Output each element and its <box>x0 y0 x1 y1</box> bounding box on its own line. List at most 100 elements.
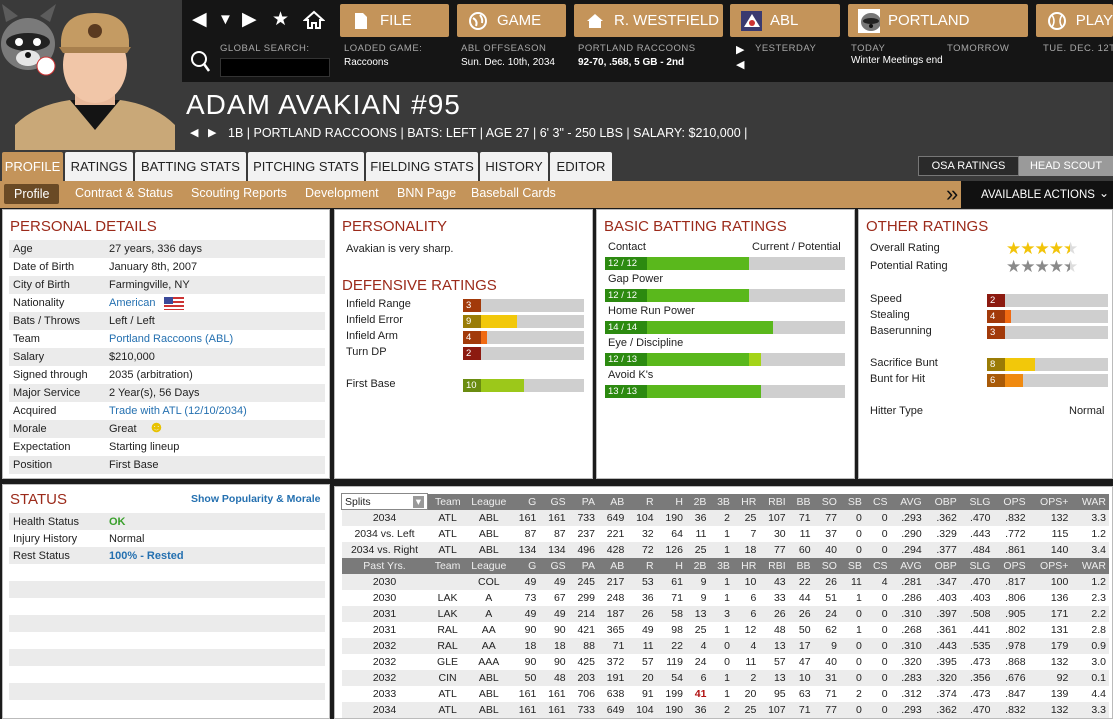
search-icon[interactable] <box>189 49 211 76</box>
stats-column-header[interactable]: AVG <box>890 493 925 510</box>
personal-row-value[interactable]: American <box>109 297 156 309</box>
stats-column-header[interactable]: 3B <box>709 493 733 510</box>
next-player-icon[interactable]: ▶ <box>208 127 217 139</box>
stats-column-header[interactable]: PA <box>568 557 598 574</box>
stats-column-header[interactable]: OBP <box>924 557 960 574</box>
stats-column-header[interactable]: RBI <box>759 557 789 574</box>
stats-column-header[interactable]: BB <box>788 557 814 574</box>
stats-column-header[interactable]: BB <box>788 493 814 510</box>
stats-column-header[interactable]: SB <box>839 493 865 510</box>
stats-row: 2032 GLE AAA 90 90 425 372 57 119 24 0 11 57 47 40 0 0 .3… <box>342 654 1110 670</box>
play-button[interactable]: PLAY <box>1036 4 1113 37</box>
tab-fielding-stats[interactable]: FIELDING STATS <box>366 152 478 181</box>
tab-batting-stats[interactable]: BATTING STATS <box>135 152 246 181</box>
tab-profile[interactable]: PROFILE <box>2 152 63 181</box>
defensive-rating-bar-value: 2 <box>463 347 481 360</box>
tomorrow-label[interactable]: TOMORROW <box>947 43 1010 54</box>
defensive-rating-label: Infield Range <box>346 298 411 310</box>
stats-column-header[interactable]: HR <box>732 557 760 574</box>
global-search-input[interactable] <box>220 58 330 77</box>
subtab-development[interactable]: Development <box>305 186 379 200</box>
stats-column-header[interactable]: WAR <box>1071 557 1109 574</box>
stats-column-header[interactable]: AVG <box>890 557 925 574</box>
prev-player-icon[interactable]: ◀ <box>190 127 199 139</box>
stats-column-header[interactable]: League <box>467 493 510 510</box>
stats-column-header[interactable]: RBI <box>759 493 789 510</box>
stats-row: 2030 COL 49 49 245 217 53 61 9 1 10 43 22 26 11 4.281.3… <box>341 573 1109 590</box>
stats-column-header[interactable]: 3B <box>709 557 733 574</box>
back-arrow-icon[interactable]: ◀ <box>192 9 207 30</box>
stats-column-header[interactable]: R <box>627 557 657 574</box>
defensive-rating-bar-value: 3 <box>463 299 481 312</box>
personal-row-value[interactable]: Portland Raccoons (ABL) <box>109 333 234 345</box>
stats-column-header[interactable]: GS <box>539 557 569 574</box>
stats-column-header[interactable]: OPS <box>993 493 1029 510</box>
stats-column-header[interactable]: H <box>656 493 686 510</box>
splits-select[interactable]: Splits ▾ <box>341 493 428 510</box>
show-popularity-morale-link[interactable]: Show Popularity & Morale <box>191 493 321 505</box>
next-day-arrow-icon[interactable]: ▶ <box>736 44 745 56</box>
stats-column-header[interactable]: GS <box>539 493 569 510</box>
stats-column-header[interactable]: CS <box>864 493 891 510</box>
stats-column-header[interactable]: SB <box>839 557 865 574</box>
stats-column-header[interactable]: OPS <box>993 557 1029 574</box>
status-title: STATUS <box>10 491 67 508</box>
stats-cell: 26 <box>788 605 814 622</box>
prev-day-arrow-icon[interactable]: ◀ <box>736 59 745 71</box>
home-icon[interactable] <box>302 9 326 37</box>
rating-star-icon: ★ <box>1048 257 1064 276</box>
stats-column-header[interactable]: HR <box>732 493 760 510</box>
stats-column-header[interactable]: H <box>656 557 686 574</box>
stats-column-header[interactable]: G <box>509 493 540 510</box>
stats-column-header[interactable]: SO <box>813 493 840 510</box>
personal-row-value[interactable]: Trade with ATL (12/10/2034) <box>109 405 247 417</box>
forward-arrow-icon[interactable]: ▶ <box>242 9 257 30</box>
stats-column-header[interactable]: Team <box>427 493 468 510</box>
stats-column-header[interactable]: R <box>627 493 657 510</box>
stats-column-header[interactable]: CS <box>864 557 891 574</box>
subtab-scouting-reports[interactable]: Scouting Reports <box>191 186 287 200</box>
game-menu-button[interactable]: GAME <box>457 4 566 37</box>
league-menu-button[interactable]: ABL <box>730 4 840 37</box>
stats-column-header[interactable]: Team <box>427 557 468 574</box>
stats-column-header[interactable]: AB <box>597 557 628 574</box>
stats-cell: 136 <box>1050 591 1069 604</box>
bunt-rating-bar: 6 <box>987 374 1108 387</box>
yesterday-label[interactable]: YESTERDAY <box>755 43 817 54</box>
available-actions-button[interactable]: AVAILABLE ACTIONS ⌄ <box>961 181 1113 208</box>
subtab-baseball-cards[interactable]: Baseball Cards <box>471 186 556 200</box>
stats-column-header[interactable]: G <box>509 557 540 574</box>
tab-pitching-stats[interactable]: PITCHING STATS <box>248 152 364 181</box>
stats-column-header[interactable]: SLG <box>959 557 994 574</box>
stats-table: Splits ▾ Team League G GS PA AB R H 2B 3B HR RBI BB SO S… <box>341 493 1109 718</box>
manager-menu-button[interactable]: R. WESTFIELD <box>574 4 723 37</box>
stats-cell: 733 <box>568 701 598 718</box>
stats-column-header[interactable]: SLG <box>959 493 994 510</box>
stats-column-header[interactable]: League <box>467 557 510 574</box>
stats-column-header[interactable]: WAR <box>1071 493 1109 510</box>
next-date-label[interactable]: TUE. DEC. 12T <box>1043 43 1113 54</box>
osa-ratings-toggle[interactable]: OSA RATINGS <box>918 156 1019 176</box>
stats-column-header[interactable]: 2B <box>685 557 710 574</box>
subtab-profile[interactable]: Profile <box>4 184 60 204</box>
subtab-contract-status[interactable]: Contract & Status <box>75 186 173 200</box>
file-menu-button[interactable]: FILE <box>340 4 449 37</box>
stats-column-header[interactable]: OPS+ <box>1028 493 1072 510</box>
tab-ratings[interactable]: RATINGS <box>65 152 133 181</box>
head-scout-toggle[interactable]: HEAD SCOUT <box>1019 156 1113 176</box>
team-menu-button[interactable]: PORTLAND <box>848 4 1028 37</box>
subtab-bnn-page[interactable]: BNN Page <box>397 186 457 200</box>
stats-cell: 421 <box>577 623 595 636</box>
stats-column-header[interactable]: PA <box>568 493 598 510</box>
stats-cell: 0 <box>881 591 888 604</box>
batting-rating-value: 13 / 13 <box>605 385 647 398</box>
star-icon[interactable]: ★ <box>272 9 290 30</box>
stats-column-header[interactable]: 2B <box>685 493 710 510</box>
stats-column-header[interactable]: OPS+ <box>1028 557 1072 574</box>
stats-column-header[interactable]: AB <box>597 493 628 510</box>
stats-column-header[interactable]: OBP <box>924 493 960 510</box>
tab-history[interactable]: HISTORY <box>480 152 548 181</box>
tab-editor[interactable]: EDITOR <box>550 152 612 181</box>
dropdown-arrow-icon[interactable]: ▼ <box>218 11 233 28</box>
stats-column-header[interactable]: SO <box>813 557 840 574</box>
